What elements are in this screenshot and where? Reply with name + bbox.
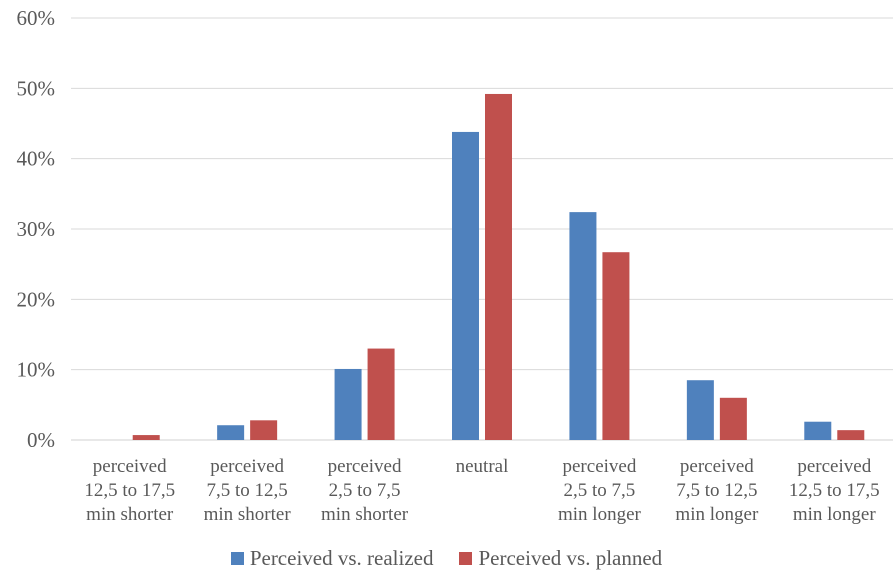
x-tick-label: perceived [563,456,637,477]
bar-planned [250,420,278,440]
x-tick-label: perceived [797,456,871,477]
x-tick-label: 2,5 to 7,5 [329,480,401,501]
legend-item-realized: Perceived vs. realized [230,546,434,571]
y-tick-label: 40% [17,147,56,171]
x-tick-label: perceived [328,456,402,477]
y-tick-label: 30% [17,217,56,241]
legend-swatch-realized [230,552,244,565]
bar-realized [686,380,714,440]
x-tick-label: min shorter [86,504,174,525]
x-tick-label: 7,5 to 12,5 [676,480,757,501]
y-tick-label: 10% [17,358,56,382]
y-tick-label: 50% [17,76,56,100]
x-tick-label: 12,5 to 17,5 [789,480,880,501]
bar-realized [452,131,479,440]
bar-realized [804,421,832,440]
x-tick-label: perceived [93,456,167,477]
legend: Perceived vs. realized Perceived vs. pla… [0,546,893,571]
legend-label-realized: Perceived vs. realized [249,546,434,570]
bar-planned [132,435,160,440]
x-tick-label: min shorter [321,504,409,525]
y-tick-label: 60% [17,6,56,30]
y-tick-label: 20% [17,287,56,311]
bar-realized [334,368,362,440]
x-tick-label: min longer [675,504,759,525]
x-tick-label: neutral [456,456,509,477]
y-tick-label: 0% [27,428,55,452]
x-tick-label: min longer [793,504,877,525]
x-tick-label: perceived [210,456,284,477]
legend-item-planned: Perceived vs. planned [459,546,662,571]
x-tick-label: 7,5 to 12,5 [207,480,288,501]
x-tick-label: perceived [680,456,754,477]
bar-realized [569,212,597,440]
x-tick-label: min shorter [204,504,292,525]
bar-planned [719,397,747,440]
x-tick-label: 12,5 to 17,5 [84,480,175,501]
bar-realized [217,425,245,440]
bar-planned [485,93,512,441]
bar-planned [602,252,630,440]
bar-planned [837,430,865,440]
legend-swatch-planned [459,552,473,565]
x-tick-label: 2,5 to 7,5 [564,480,636,501]
bar-planned [367,348,395,440]
legend-label-planned: Perceived vs. planned [478,546,663,570]
x-tick-label: min longer [558,504,642,525]
